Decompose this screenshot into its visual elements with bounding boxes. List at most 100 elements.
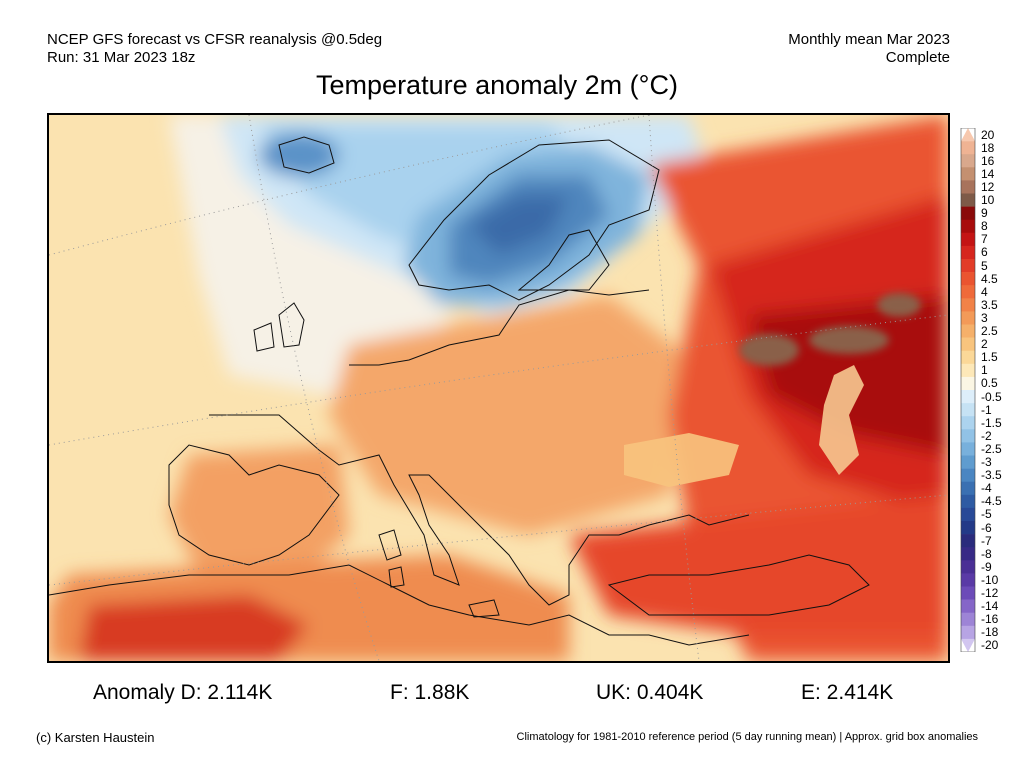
colorbar-tick-label: 1.5 xyxy=(981,350,998,365)
colorbar-tick-label: 1 xyxy=(981,363,988,378)
credit: (c) Karsten Haustein xyxy=(36,730,155,745)
colorbar-swatch xyxy=(961,468,975,482)
colorbar-swatch xyxy=(961,429,975,443)
colorbar-swatch xyxy=(961,206,975,220)
colorbar-tick-label: 18 xyxy=(981,140,995,155)
colorbar-tick-label: 6 xyxy=(981,245,988,260)
colorbar-swatch xyxy=(961,481,975,496)
colorbar-tick-label: -2 xyxy=(981,428,992,443)
colorbar-tick-label: -10 xyxy=(981,572,999,587)
stat-europe: E: 2.414K xyxy=(801,681,894,704)
colorbar-tick-label: -12 xyxy=(981,586,999,601)
colorbar-tick-label: -9 xyxy=(981,559,992,574)
black-sea xyxy=(624,433,739,487)
run-info: Run: 31 Mar 2023 18z xyxy=(47,49,196,66)
colorbar-swatch xyxy=(961,167,975,181)
colorbar-swatch xyxy=(961,298,975,312)
colorbar-swatch xyxy=(961,128,975,142)
completeness-info: Complete xyxy=(885,49,950,66)
colorbar-swatch xyxy=(961,521,975,535)
colorbar-tick-label: 7 xyxy=(981,232,988,247)
colorbar-tick-label: 14 xyxy=(981,166,995,181)
colorbar-tick-label: -3 xyxy=(981,455,992,470)
stat-uk: UK: 0.404K xyxy=(596,681,704,704)
colorbar-swatch xyxy=(961,363,975,378)
anomaly-map xyxy=(47,113,950,663)
colorbar-swatch xyxy=(961,507,975,522)
header-left: NCEP GFS forecast vs CFSR reanalysis @0.… xyxy=(47,31,382,67)
colorbar-tick-label: 9 xyxy=(981,206,988,221)
colorbar-tick-label: -2.5 xyxy=(981,441,1002,456)
colorbar-swatch xyxy=(961,455,975,469)
climatology-note: Climatology for 1981-2010 reference peri… xyxy=(516,731,978,743)
colorbar-swatch xyxy=(961,219,975,234)
header-right: Monthly mean Mar 2023 Complete xyxy=(788,31,950,67)
map-title: Temperature anomaly 2m (°C) xyxy=(316,70,678,100)
graticule xyxy=(49,115,948,661)
colorbar-tick-label: 10 xyxy=(981,193,995,208)
colorbar-tick-label: -7 xyxy=(981,533,992,548)
colorbar-swatch xyxy=(961,337,975,351)
colorbar-tick-label: 0.5 xyxy=(981,376,998,391)
colorbar-swatch xyxy=(961,245,975,260)
colorbar-tick-label: 5 xyxy=(981,258,988,273)
colorbar-tick-label: -5 xyxy=(981,507,992,522)
colorbar-tick-label: 4 xyxy=(981,284,988,299)
colorbar-swatch xyxy=(961,494,975,509)
colorbar-swatch xyxy=(961,232,975,247)
colorbar-swatch xyxy=(961,141,975,155)
colorbar-swatch xyxy=(961,324,975,338)
colorbar-swatch xyxy=(961,416,975,430)
stat-france: F: 1.88K xyxy=(390,681,470,704)
colorbar-swatch xyxy=(961,180,975,194)
colorbar-tick-label: -6 xyxy=(981,520,992,535)
colorbar-tick-label: -16 xyxy=(981,612,999,627)
colorbar-tick-label: -4.5 xyxy=(981,494,1002,509)
colorbar-swatch xyxy=(961,612,975,627)
colorbar-tick-label: 2.5 xyxy=(981,324,998,339)
colorbar-tick-label: 16 xyxy=(981,153,995,168)
colorbar-tick-label: 4.5 xyxy=(981,271,998,286)
extreme-anomaly-patches xyxy=(739,293,921,366)
colorbar-swatch xyxy=(961,350,975,365)
colorbar-swatch xyxy=(961,534,975,548)
colorbar-swatch xyxy=(961,586,975,600)
colorbar-swatch xyxy=(961,442,975,456)
colorbar-swatch xyxy=(961,285,975,299)
colorbar-tick-label: 3.5 xyxy=(981,297,998,312)
colorbar-swatch xyxy=(961,376,975,391)
model-info: NCEP GFS forecast vs CFSR reanalysis @0.… xyxy=(47,31,383,48)
colorbar-tick-label: 20 xyxy=(981,127,995,142)
colorbar-tick-label: 2 xyxy=(981,337,988,352)
colorbar-tick-label: 8 xyxy=(981,219,988,234)
colorbar-swatch xyxy=(961,272,975,286)
colorbar-tick-label: -4 xyxy=(981,481,992,496)
colorbar-tick-label: -1.5 xyxy=(981,415,1002,430)
colorbar-tick-label: -20 xyxy=(981,638,999,653)
colorbar-tick-label: -3.5 xyxy=(981,468,1002,483)
colorbar-tick-label: -0.5 xyxy=(981,389,1002,404)
colorbar xyxy=(960,128,976,652)
colorbar-tick-label: -14 xyxy=(981,599,999,614)
colorbar-swatch xyxy=(961,547,975,561)
colorbar-tick-label: -18 xyxy=(981,625,999,640)
colorbar-tick-label: 3 xyxy=(981,310,988,325)
colorbar-swatch xyxy=(961,311,975,325)
colorbar-swatch xyxy=(961,390,975,404)
colorbar-swatch xyxy=(961,560,975,574)
map-canvas xyxy=(49,115,948,661)
colorbar-tick-label: 12 xyxy=(981,179,995,194)
coastlines xyxy=(49,136,870,646)
colorbar-swatch xyxy=(961,625,975,640)
caspian-sea xyxy=(819,365,864,475)
period-info: Monthly mean Mar 2023 xyxy=(788,31,950,48)
colorbar-tick-label: -8 xyxy=(981,546,992,561)
colorbar-swatch xyxy=(961,638,975,652)
colorbar-swatch xyxy=(961,259,975,273)
colorbar-swatch xyxy=(961,193,975,207)
colorbar-tick-label: -1 xyxy=(981,402,992,417)
colorbar-swatch xyxy=(961,599,975,613)
colorbar-swatch xyxy=(961,573,975,587)
colorbar-swatch xyxy=(961,403,975,417)
colorbar-swatch xyxy=(961,154,975,168)
